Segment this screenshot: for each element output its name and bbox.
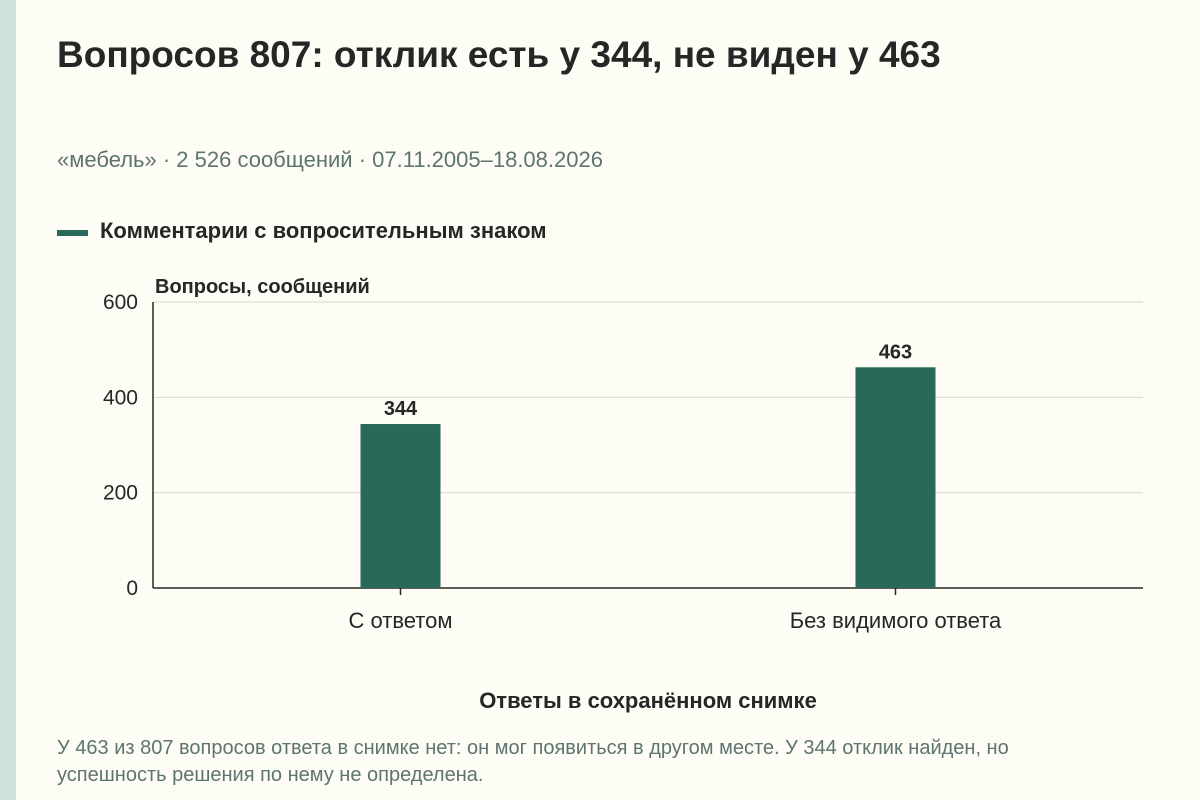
bar [855, 367, 936, 588]
bar-value-label: 463 [879, 341, 912, 363]
y-tick-label: 0 [126, 577, 138, 600]
bar [360, 424, 441, 588]
x-tick-label: Без видимого ответа [790, 608, 1002, 633]
legend-label: Комментарии с вопросительным знаком [100, 218, 547, 243]
chart-title: Вопросов 807: отклик есть у 344, не виде… [57, 34, 941, 75]
y-tick-label: 200 [103, 482, 138, 505]
side-accent-stripe [0, 0, 16, 800]
y-tick-label: 400 [103, 386, 138, 409]
x-axis-title: Ответы в сохранённом снимке [479, 688, 817, 713]
x-tick-label: С ответом [349, 608, 453, 633]
chart-footnote: У 463 из 807 вопросов ответа в снимке не… [57, 737, 1009, 786]
chart-legend: Комментарии с вопросительным знаком [57, 218, 547, 244]
legend-swatch [57, 230, 88, 236]
y-tick-label: 600 [103, 291, 138, 314]
y-axis-title: Вопросы, сообщений [155, 276, 370, 298]
chart-subtitle: «мебель» · 2 526 сообщений · 07.11.2005–… [57, 147, 603, 172]
bar-value-label: 344 [384, 398, 418, 420]
